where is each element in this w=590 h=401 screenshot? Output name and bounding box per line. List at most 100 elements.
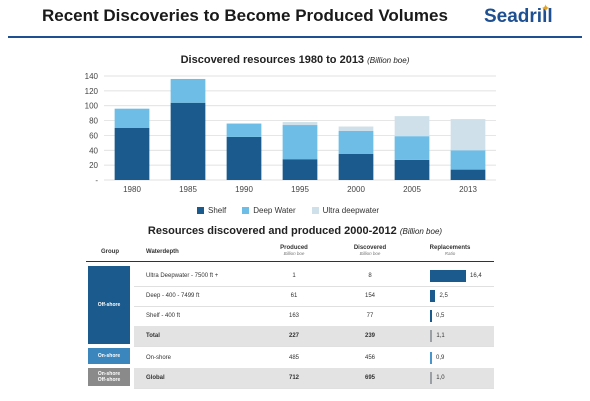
legend-swatch-deep-water (242, 207, 250, 214)
header-replacements-unit: Ratio (444, 251, 456, 256)
cell-discovered: 154 (364, 293, 375, 299)
cell-discovered: 239 (364, 333, 375, 339)
replacement-bar (430, 352, 432, 364)
cell-discovered: 695 (364, 375, 375, 381)
cell-waterdepth: Shelf - 400 ft (146, 313, 181, 319)
chart-legend: Shelf Deep Water Ultra deepwater (197, 206, 379, 215)
replacement-bar (430, 290, 436, 302)
x-tick-label: 2013 (459, 185, 477, 194)
x-tick-label: 2005 (403, 185, 421, 194)
cell-produced: 1 (292, 273, 296, 279)
y-tick-label: 60 (89, 131, 98, 140)
table-header: Group Waterdepth Produced Billion boe Dis… (86, 244, 494, 260)
bar-shelf-1990 (226, 136, 262, 180)
cell-replacements: 1,1 (430, 326, 494, 346)
replacement-value: 1,0 (436, 375, 445, 381)
bar-ultra-deepwater-2013 (450, 119, 486, 151)
cell-produced: 712 (288, 375, 299, 381)
legend-swatch-ultra-deepwater (311, 207, 319, 214)
cell-produced: 163 (288, 313, 299, 319)
header-divider (86, 261, 494, 262)
group-offshore: Off-shore (88, 266, 130, 344)
chart-subtitle: (Billion boe) (367, 56, 410, 65)
cell-waterdepth: Ultra Deepwater - 7500 ft + (146, 273, 219, 279)
star-icon: ✦ (541, 3, 551, 15)
replacement-bar (430, 372, 433, 384)
table-row: On-shore 485 456 0,9 (134, 348, 494, 369)
y-tick-label: 20 (89, 161, 98, 170)
y-tick-label: 120 (85, 87, 99, 96)
header-discovered-label: Discovered (353, 245, 387, 251)
chart-title-text: Discovered resources 1980 to 2013 (180, 54, 365, 66)
cell-discovered: 456 (364, 355, 375, 361)
bar-deep-water-2000 (338, 130, 374, 154)
bar-deep-water-1995 (282, 125, 318, 160)
header-group: Group (101, 249, 119, 255)
header-replacements-label: Replacements (429, 245, 471, 251)
bar-ultra-deepwater-2005 (394, 116, 430, 137)
bar-deep-water-1980 (114, 108, 150, 128)
table-row: Global 712 695 1,0 (134, 368, 494, 389)
cell-discovered: 8 (368, 273, 372, 279)
replacement-bar (430, 270, 466, 282)
cell-replacements: 16,4 (430, 266, 494, 286)
header-replacements: Replacements Ratio (420, 245, 480, 256)
bar-shelf-2000 (338, 154, 374, 180)
discovered-resources-chart: - 20 40 60 80 100 120 140 1980 1985 1990 1995 2000 20… (85, 72, 496, 194)
y-tick-label: - (95, 176, 98, 185)
legend-label-ultra-deepwater: Ultra deepwater (322, 206, 380, 215)
y-tick-label: 80 (89, 117, 98, 126)
x-tick-label: 1985 (179, 185, 197, 194)
table-row: Total 227 239 1,1 (134, 326, 494, 347)
bar-ultra-deepwater-1995 (282, 122, 318, 126)
table-title-text: Resources discovered and produced 2000-2… (147, 225, 397, 237)
bar-deep-water-1990 (226, 123, 262, 137)
y-tick-label: 40 (89, 146, 98, 155)
table-title: Resources discovered and produced 2000-2… (0, 225, 590, 237)
cell-discovered: 77 (366, 313, 374, 319)
replacement-value: 0,9 (436, 355, 445, 361)
y-tick-label: 140 (85, 72, 99, 81)
cell-waterdepth: Total (146, 333, 160, 339)
cell-waterdepth: Deep - 400 - 7499 ft (146, 293, 200, 299)
cell-replacements: 1,0 (430, 368, 494, 388)
cell-replacements: 0,5 (430, 306, 494, 326)
cell-replacements: 2,5 (430, 286, 494, 306)
table-row: Shelf - 400 ft 163 77 0,5 (134, 306, 494, 327)
table-subtitle: (Billion boe) (399, 227, 443, 236)
table-row: Deep - 400 - 7499 ft 61 154 2,5 (134, 286, 494, 307)
bar-shelf-2005 (394, 159, 430, 180)
cell-produced: 61 (290, 293, 298, 299)
bar-deep-water-2005 (394, 136, 430, 160)
cell-produced: 485 (288, 355, 299, 361)
legend-swatch-shelf (197, 207, 204, 214)
replacement-value: 16,4 (470, 273, 482, 279)
bar-deep-water-2013 (450, 150, 486, 170)
x-tick-label: 1990 (235, 185, 253, 194)
cell-replacements: 0,9 (430, 348, 494, 368)
bar-deep-water-1985 (170, 78, 206, 103)
x-tick-label: 1980 (123, 185, 141, 194)
x-tick-label: 2000 (347, 185, 365, 194)
legend-label-deep-water: Deep Water (253, 206, 296, 215)
replacement-value: 2,5 (439, 293, 448, 299)
page-title: Recent Discoveries to Become Produced Vo… (42, 6, 448, 25)
group-global-label-2: Off-shore (97, 377, 121, 383)
cell-produced: 227 (288, 333, 299, 339)
legend-item-ultra-deepwater: Ultra deepwater (311, 206, 380, 215)
chart-title: Discovered resources 1980 to 2013 (Billi… (0, 54, 590, 66)
y-tick-label: 100 (85, 102, 99, 111)
cell-waterdepth: On-shore (146, 355, 172, 361)
header-discovered-unit: Billion boe (359, 251, 381, 256)
header-discovered: Discovered Billion boe (340, 245, 400, 256)
group-global-label-1: On-shore (97, 371, 121, 377)
header-produced: Produced Billion boe (264, 245, 324, 256)
legend-label-shelf: Shelf (208, 206, 227, 215)
bar-shelf-1995 (282, 159, 318, 180)
legend-item-shelf: Shelf (197, 206, 226, 215)
replacement-bar (430, 310, 432, 322)
group-onshore: On-shore (88, 348, 130, 364)
replacement-value: 0,5 (436, 313, 445, 319)
header-produced-label: Produced (280, 245, 308, 251)
group-global: On-shore Off-shore (88, 368, 130, 386)
